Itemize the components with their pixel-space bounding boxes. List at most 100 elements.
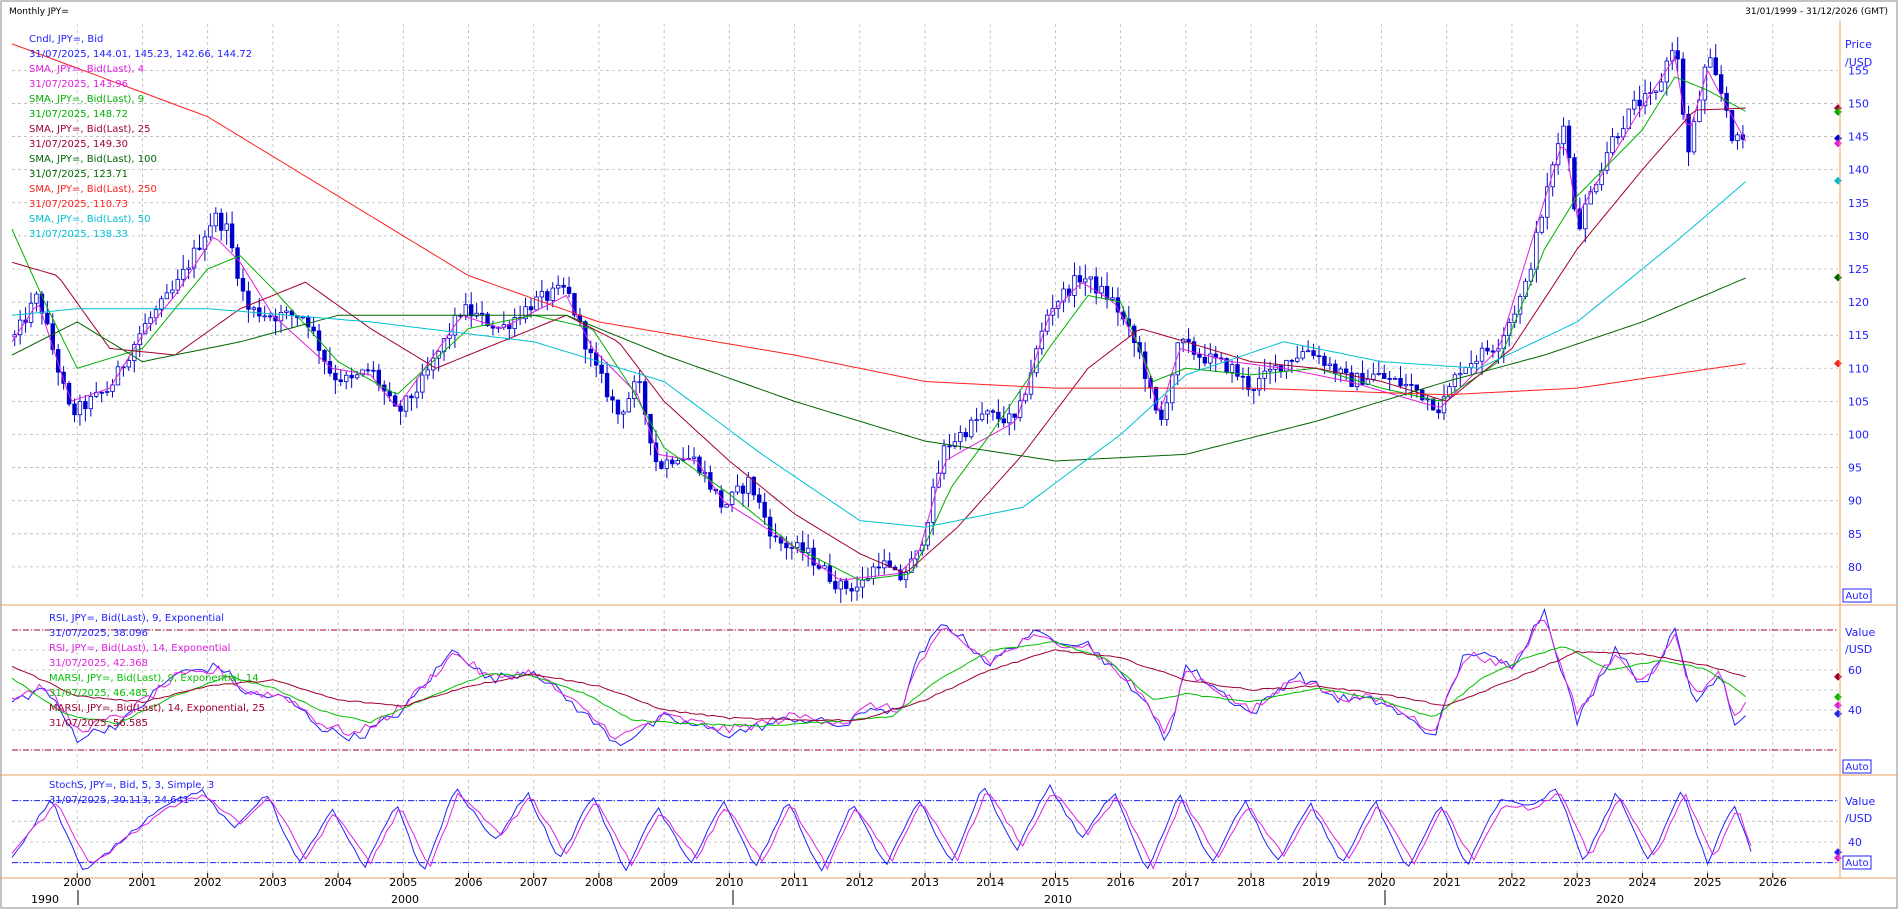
candle-body [1257, 377, 1262, 391]
year-tick-label: 2007 [520, 876, 548, 889]
year-tick-label: 2020 [1368, 876, 1396, 889]
candle-body [621, 411, 626, 415]
candle-body [1436, 409, 1441, 414]
price-tick-label: 90 [1848, 495, 1862, 508]
stoch-tick-label: 40 [1848, 836, 1862, 849]
year-tick-label: 2017 [1172, 876, 1200, 889]
legend-label: RSI, JPY=, Bid(Last), 14, Exponential [49, 643, 230, 654]
price-panel[interactable]: 80 85 90 95 100 105 110 115 120 125 130 135 140 145 15… [11, 24, 1869, 603]
candle-body [664, 459, 670, 469]
candle-body [398, 405, 403, 412]
candle-body [909, 558, 914, 573]
year-tick-label: 2010 [715, 876, 743, 889]
candle-body [365, 369, 371, 372]
candle-body [838, 580, 843, 590]
candle-body [1072, 275, 1077, 296]
legend-value: 31/07/2025, 56.585 [49, 718, 148, 729]
candle-body [1077, 275, 1083, 283]
candle-body [278, 311, 284, 322]
candle-body [854, 586, 860, 592]
legend-value: 31/07/2025, 42.368 [49, 658, 148, 669]
candle-body [45, 312, 50, 325]
candle-body [1343, 368, 1349, 374]
candle-body [1653, 90, 1659, 93]
candle-body [414, 391, 420, 399]
candle-body [474, 312, 479, 317]
year-tick-label: 2003 [259, 876, 287, 889]
candle-body [523, 306, 528, 320]
stochastic-panel[interactable]: 40 [11, 780, 1862, 873]
rsi-auto-button[interactable]: Auto [1842, 759, 1872, 774]
candle-body [615, 399, 621, 415]
candle-body [262, 315, 267, 318]
candle-body [77, 401, 83, 416]
year-tick-label: 2004 [324, 876, 352, 889]
candle-body [1561, 125, 1566, 145]
candle-body [219, 212, 224, 231]
legend-value: 31/07/2025, 148.72 [29, 109, 128, 120]
year-tick-label: 2002 [194, 876, 222, 889]
stoch-auto-button[interactable]: Auto [1842, 855, 1872, 870]
candle-body [1691, 121, 1697, 153]
candle-body [148, 317, 153, 324]
legend-value: 31/07/2025, 46.485 [49, 688, 148, 699]
candle-body [952, 441, 958, 447]
legend-value: 31/07/2025, 149.30 [29, 139, 128, 150]
candle-body [968, 419, 974, 438]
legend-value: 31/07/2025, 30.113, 24.641 [49, 795, 189, 806]
candle-body [251, 307, 257, 310]
candle-body [735, 485, 740, 493]
stoch-unit-label-2: /USD [1845, 812, 1872, 825]
price-legend: Cndl, JPY=, Bid 31/07/2025, 144.01, 145.2… [29, 34, 252, 240]
candle-body [1289, 359, 1295, 362]
decade-tick-label: 2010 [1044, 893, 1072, 906]
candle-body [284, 310, 289, 313]
x-axis[interactable]: 2000 2001 2002 2003 2004 2005 2006 2007 2008 2009… [31, 873, 1787, 906]
candle-body [246, 290, 251, 310]
candle-body [626, 398, 632, 413]
candle-body [1376, 373, 1381, 375]
chart-title: Monthly JPY= [9, 7, 69, 17]
rsi-14-line [11, 619, 1747, 740]
candle-body [545, 291, 550, 301]
candle-body [1430, 398, 1436, 411]
legend-value: 31/07/2025, 144.01, 145.23, 142.66, 144.… [29, 49, 252, 60]
candle-body [1333, 363, 1338, 374]
candle-body [604, 372, 610, 398]
candle-body [784, 542, 789, 549]
candle-body [1001, 418, 1007, 424]
candle-body [588, 348, 593, 354]
stoch-k-line [11, 783, 1752, 872]
rsi-panel[interactable]: 40 60 [11, 607, 1862, 771]
candle-body [1528, 268, 1534, 282]
candle-body [1197, 353, 1202, 358]
date-range: 31/01/1999 - 31/12/2026 (GMT) [1745, 7, 1888, 17]
candle-body [751, 476, 757, 496]
candle-body [876, 566, 882, 569]
candle-body [208, 225, 213, 238]
sma-100-line [11, 277, 1746, 462]
candle-body [1729, 110, 1735, 141]
year-tick-label: 2005 [389, 876, 417, 889]
candle-body [1615, 136, 1621, 139]
candle-body [88, 395, 94, 410]
price-auto-button[interactable]: Auto [1842, 588, 1872, 603]
candle-body [1191, 341, 1197, 355]
candle-body [729, 491, 735, 505]
candle-body [1452, 374, 1458, 388]
candle-body [50, 323, 55, 350]
candle-body [1713, 57, 1718, 76]
candle-body [1588, 191, 1593, 205]
candle-body [1208, 353, 1213, 364]
stochastic-legend: StochS, JPY=, Bid, 5, 3, Simple, 3 31/07/… [49, 780, 214, 806]
candle-body [572, 293, 577, 316]
candle-body [746, 476, 751, 494]
candle-body [300, 316, 305, 319]
candle-body [550, 287, 555, 301]
candle-body [159, 298, 164, 311]
candle-body [843, 580, 849, 589]
marsi-14-line [11, 649, 1746, 722]
candle-body [164, 292, 170, 300]
rsi-unit-label-2: /USD [1845, 643, 1872, 656]
